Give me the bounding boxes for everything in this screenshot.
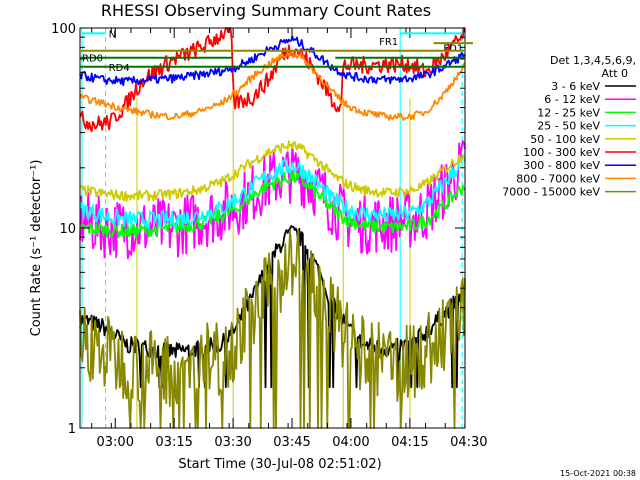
x-axis-label: Start Time (30-Jul-08 02:51:02): [178, 457, 381, 472]
x-tick-label: 04:00: [332, 435, 369, 450]
legend-header-line-2: Att 0: [602, 67, 628, 80]
axes: 03:00 03:15 03:30 03:45 04:00 04:15 04:30 1 10 10…: [51, 22, 487, 450]
series-line: [79, 225, 466, 389]
legend-header-line-1: Det 1,3,4,5,6,9,: [550, 54, 636, 67]
series-line: [79, 51, 466, 121]
legend-label: 3 - 6 keV: [551, 80, 600, 93]
annotation-label: FR1: [379, 37, 398, 48]
y-tick-label: 1: [68, 422, 76, 437]
series-line: [79, 154, 466, 230]
annotation-label: RD0: [82, 54, 103, 65]
series-line: [79, 140, 466, 202]
footer-timestamp: 15-Oct-2021 00:38: [560, 469, 636, 478]
y-tick-label: 10: [59, 222, 76, 237]
annotation-label: N: [109, 29, 116, 40]
series-layer: [79, 27, 466, 429]
legend-label: 100 - 300 keV: [523, 146, 600, 159]
legend-label: 7000 - 15000 keV: [502, 186, 600, 199]
series-line: [79, 35, 466, 87]
annotation-label: RD4: [109, 63, 130, 74]
annotation-label: FD1: [443, 43, 463, 54]
legend-label: 6 - 12 keV: [544, 93, 600, 106]
x-tick-label: 03:45: [273, 435, 310, 450]
annotations: N FR1 FD1 RD0 RD4: [80, 29, 473, 74]
x-tick-label: 03:15: [155, 435, 192, 450]
x-tick-label: 03:30: [214, 435, 251, 450]
legend-label: 800 - 7000 keV: [516, 172, 600, 185]
legend-label: 12 - 25 keV: [537, 106, 600, 119]
chart-title: RHESSI Observing Summary Count Rates: [101, 1, 431, 20]
y-axis-label: Count Rate (s⁻¹ detector⁻¹): [29, 160, 44, 337]
legend-label: 50 - 100 keV: [530, 133, 600, 146]
x-tick-label: 03:00: [97, 435, 134, 450]
x-tick-label: 04:30: [450, 435, 487, 450]
legend-label: 25 - 50 keV: [537, 120, 600, 133]
series-line: [79, 169, 466, 239]
series-line: [79, 140, 466, 260]
x-tick-label: 04:15: [391, 435, 428, 450]
legend-label: 300 - 800 keV: [523, 159, 600, 172]
y-tick-label: 100: [51, 22, 76, 37]
